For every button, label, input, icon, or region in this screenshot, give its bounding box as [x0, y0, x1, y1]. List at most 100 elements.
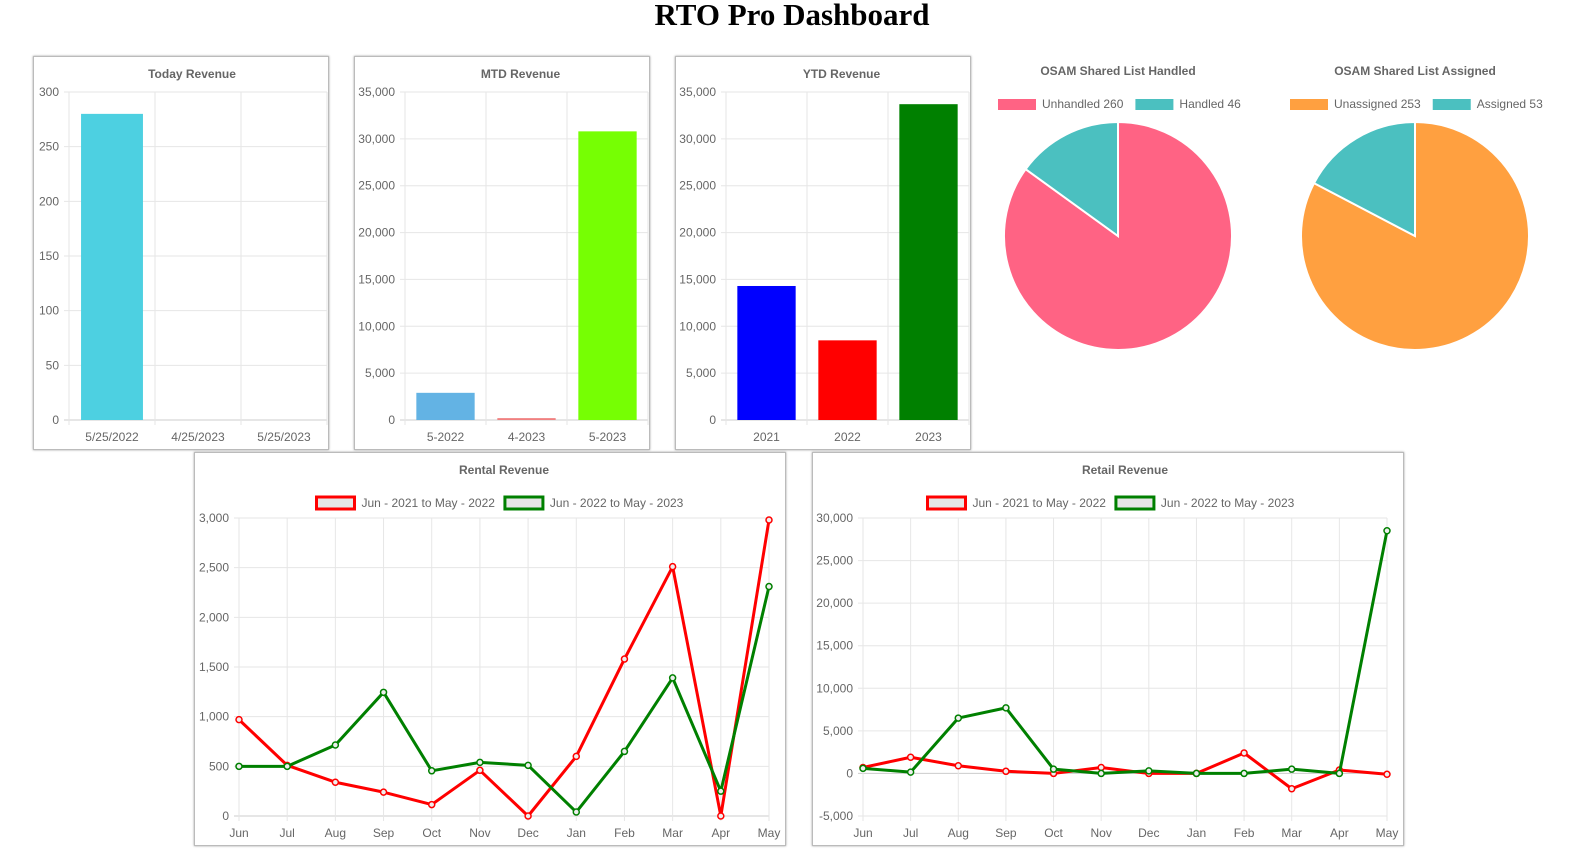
data-point — [331, 778, 340, 786]
legend-label: Handled 46 — [1179, 97, 1241, 111]
y-tick-label: 200 — [39, 194, 59, 208]
y-tick-label: 0 — [52, 413, 59, 427]
data-point — [427, 767, 436, 775]
bar — [578, 131, 637, 421]
series-line — [862, 530, 1389, 775]
y-tick-label: 20,000 — [679, 226, 716, 240]
y-tick-label: 35,000 — [358, 85, 395, 99]
data-point — [379, 788, 388, 796]
data-point — [1335, 769, 1344, 778]
ytd-revenue-card: YTD Revenue 0 5,000 10,000 15,000 20,000 25,00… — [675, 56, 971, 450]
x-tick-label: 2022 — [834, 430, 861, 444]
data-point — [476, 766, 484, 775]
y-tick-label: 30,000 — [816, 511, 853, 525]
x-tick-label: Apr — [1330, 826, 1349, 840]
data-point — [1240, 769, 1248, 778]
data-point — [765, 516, 773, 524]
chart-title: MTD Revenue — [481, 67, 561, 81]
data-point — [1002, 704, 1010, 712]
x-tick-label: Jun — [229, 826, 248, 840]
y-tick-label: 2,000 — [199, 610, 229, 624]
data-point — [954, 762, 963, 770]
data-point — [717, 787, 725, 795]
data-point — [1002, 767, 1010, 776]
legend-label: Jun - 2021 to May - 2022 — [973, 496, 1107, 510]
legend-label: Unassigned 253 — [1334, 97, 1421, 111]
y-tick-label: 0 — [388, 413, 395, 427]
data-point — [668, 674, 677, 682]
retail-chart: Retail Revenue -5,000 0 5,000 10,000 15,000 20… — [816, 463, 1399, 840]
y-tick-label: 5,000 — [823, 724, 853, 738]
x-tick-label: Feb — [1234, 826, 1255, 840]
data-point — [1097, 763, 1105, 772]
legend-swatch — [998, 99, 1036, 110]
x-tick-label: 5/25/2023 — [257, 430, 311, 444]
data-point — [379, 688, 388, 697]
x-tick-label: 5-2022 — [427, 430, 465, 444]
data-point — [1287, 765, 1296, 773]
legend-swatch — [315, 495, 356, 511]
data-point — [906, 753, 915, 762]
x-tick-label: Feb — [614, 826, 635, 840]
y-tick-label: 300 — [39, 85, 59, 99]
legend-label: Unhandled 260 — [1042, 97, 1124, 111]
legend-swatch — [503, 495, 545, 511]
legend-swatch — [1135, 99, 1174, 110]
y-tick-label: 15,000 — [816, 639, 853, 653]
chart-title: YTD Revenue — [803, 67, 881, 81]
data-point — [235, 715, 243, 724]
legend-swatch — [1290, 99, 1328, 110]
data-point — [1192, 769, 1201, 778]
bar — [899, 104, 958, 420]
x-tick-label: Oct — [422, 826, 441, 840]
y-tick-label: 20,000 — [358, 226, 395, 240]
retail-revenue-card: Retail Revenue -5,000 0 5,000 10,000 15,000 20… — [812, 452, 1404, 846]
y-tick-label: 1,500 — [199, 660, 229, 674]
legend-swatch — [926, 495, 967, 511]
mtd-chart: MTD Revenue 0 5,000 10,000 15,000 20,000 25,00… — [358, 67, 649, 444]
data-point — [859, 764, 867, 773]
x-tick-label: Nov — [1091, 826, 1112, 840]
data-point — [1145, 767, 1153, 775]
chart-title: OSAM Shared List Assigned — [1334, 64, 1496, 78]
data-point — [1097, 769, 1105, 778]
legend-label: Jun - 2021 to May - 2022 — [362, 496, 496, 510]
x-tick-label: Nov — [469, 826, 490, 840]
x-tick-label: Sep — [995, 826, 1017, 840]
y-tick-label: 3,000 — [199, 511, 229, 525]
y-tick-label: 10,000 — [679, 319, 716, 333]
data-point — [331, 741, 340, 749]
page-title: RTO Pro Dashboard — [654, 0, 930, 32]
x-tick-label: Jan — [567, 826, 586, 840]
bar — [416, 392, 475, 420]
y-tick-label: 1,000 — [199, 710, 229, 724]
y-tick-label: 50 — [46, 358, 60, 372]
x-tick-label: 2023 — [915, 430, 942, 444]
y-tick-label: -5,000 — [819, 809, 853, 823]
y-tick-label: 5,000 — [365, 366, 395, 380]
pie-slice — [1024, 120, 1119, 238]
y-tick-label: 30,000 — [679, 132, 716, 146]
legend-swatch — [1432, 99, 1471, 110]
data-point — [717, 812, 725, 820]
data-point — [1287, 785, 1296, 793]
mtd-revenue-card: MTD Revenue 0 5,000 10,000 15,000 20,000 25,00… — [354, 56, 650, 450]
y-tick-label: 0 — [846, 766, 853, 780]
y-tick-label: 500 — [209, 759, 229, 773]
y-tick-label: 250 — [39, 140, 59, 154]
data-point — [572, 808, 581, 816]
pie-slice — [1312, 120, 1416, 238]
bar — [737, 285, 796, 420]
data-point — [620, 655, 629, 663]
x-tick-label: May — [1376, 826, 1399, 840]
x-tick-label: Aug — [948, 826, 969, 840]
x-tick-label: Mar — [662, 826, 683, 840]
series-line — [862, 751, 1388, 791]
x-tick-label: Jul — [280, 826, 295, 840]
x-tick-label: Jul — [903, 826, 918, 840]
data-point — [1383, 527, 1391, 535]
data-point — [283, 762, 291, 771]
rental-revenue-card: Rental Revenue 0 500 1,000 1,500 2,000 2,500 3,… — [194, 452, 786, 846]
x-tick-label: Jun — [853, 826, 872, 840]
y-tick-label: 10,000 — [358, 319, 395, 333]
